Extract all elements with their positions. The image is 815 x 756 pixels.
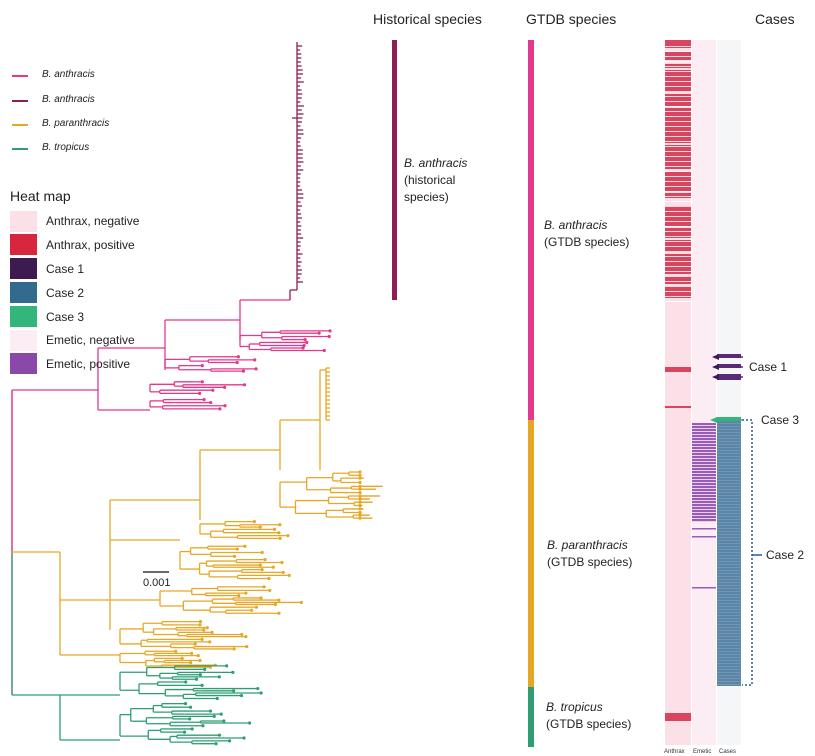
legend-label-anthracis-dark: B. anthracis xyxy=(42,94,95,105)
label-emetic-negative: Emetic, negative xyxy=(46,333,135,347)
label-case1: Case 1 xyxy=(46,262,85,276)
label-case2: Case 2 xyxy=(46,286,85,300)
phylogenetic-tree xyxy=(11,42,383,746)
swatch-case1 xyxy=(10,258,37,279)
legend-line-tropicus xyxy=(12,148,28,150)
historical-species-bar xyxy=(392,40,397,300)
label-anthrax-positive: Anthrax, positive xyxy=(46,238,135,252)
label-case3: Case 3 xyxy=(46,310,85,324)
case-label-1: Case 1 xyxy=(749,360,788,374)
clade-label-historical: B. anthracis (historical species) xyxy=(404,155,467,206)
scale-bar-label: 0.001 xyxy=(143,577,171,589)
legend-line-paranthracis xyxy=(12,124,28,126)
heatmap xyxy=(665,40,741,745)
clade-sub2-historical: species) xyxy=(404,190,449,204)
clade-label-gtdb-tropicus: B. tropicus (GTDB species) xyxy=(546,699,631,733)
legend-label-tropicus: B. tropicus xyxy=(42,142,90,153)
header-cases: Cases xyxy=(755,11,795,27)
header-gtdb-species: GTDB species xyxy=(526,11,617,27)
column-label-cases: Cases xyxy=(719,749,737,755)
header-historical-species: Historical species xyxy=(373,11,482,27)
clade-label-gtdb-paranthracis: B. paranthracis (GTDB species) xyxy=(547,537,632,571)
swatch-emetic-positive xyxy=(10,353,37,374)
label-anthrax-negative: Anthrax, negative xyxy=(46,214,140,228)
label-emetic-positive: Emetic, positive xyxy=(46,357,131,371)
legend-label-anthracis-pink: B. anthracis xyxy=(42,69,95,80)
column-label-anthrax: Anthrax xyxy=(664,749,685,755)
clade-name-gtdb-anthracis: B. anthracis xyxy=(544,218,608,232)
legend-line-anthracis-pink xyxy=(12,75,28,77)
clade-sub-gtdb-anthracis: (GTDB species) xyxy=(544,235,630,249)
swatch-case2 xyxy=(10,282,37,303)
swatch-anthrax-negative xyxy=(10,211,37,232)
clade-name-gtdb-tropicus: B. tropicus xyxy=(546,700,603,714)
column-label-emetic: Emetic xyxy=(693,749,712,755)
gtdb-tropicus-bar xyxy=(528,687,534,747)
case-arrows xyxy=(710,354,762,686)
clade-sub-gtdb-tropicus: (GTDB species) xyxy=(546,717,632,731)
gtdb-paranthracis-bar xyxy=(528,420,534,687)
case-label-3: Case 3 xyxy=(761,413,800,427)
heatmap-legend-title: Heat map xyxy=(10,188,71,204)
legend-line-anthracis-dark xyxy=(12,100,28,102)
gtdb-anthracis-bar xyxy=(528,40,534,420)
clade-label-gtdb-anthracis: B. anthracis (GTDB species) xyxy=(544,217,629,251)
swatch-anthrax-positive xyxy=(10,234,37,255)
clade-name-historical: B. anthracis xyxy=(404,156,468,170)
case-label-2: Case 2 xyxy=(766,548,805,562)
swatch-emetic-negative xyxy=(10,330,37,351)
clade-name-gtdb-paranthracis: B. paranthracis xyxy=(547,538,628,552)
swatch-case3 xyxy=(10,306,37,327)
clade-sub-gtdb-paranthracis: (GTDB species) xyxy=(547,555,633,569)
legend-label-paranthracis: B. paranthracis xyxy=(42,118,110,129)
clade-sub1-historical: (historical xyxy=(404,173,456,187)
